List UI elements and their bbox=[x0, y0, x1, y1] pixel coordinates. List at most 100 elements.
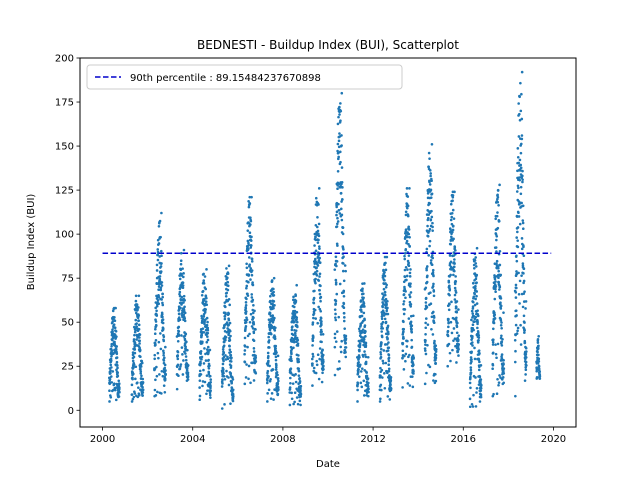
data-point bbox=[427, 254, 431, 257]
data-point bbox=[430, 263, 434, 267]
data-point bbox=[176, 350, 180, 354]
data-point bbox=[517, 271, 520, 275]
data-point bbox=[447, 342, 451, 346]
data-point bbox=[154, 327, 157, 331]
data-point bbox=[337, 202, 340, 206]
data-point bbox=[402, 293, 406, 296]
data-point bbox=[476, 309, 479, 312]
data-point bbox=[134, 365, 138, 369]
data-point bbox=[388, 398, 392, 401]
data-point bbox=[221, 382, 224, 385]
data-point bbox=[185, 366, 189, 370]
data-point bbox=[450, 222, 454, 226]
data-point bbox=[297, 358, 300, 361]
data-point bbox=[457, 343, 460, 346]
data-point bbox=[428, 169, 432, 172]
data-point bbox=[317, 222, 321, 226]
data-point bbox=[320, 320, 323, 323]
data-point bbox=[181, 286, 185, 289]
data-point bbox=[333, 345, 337, 349]
data-point bbox=[295, 396, 299, 399]
data-point bbox=[495, 259, 499, 263]
data-point bbox=[295, 336, 299, 340]
data-point bbox=[379, 383, 383, 387]
data-point bbox=[431, 225, 434, 229]
data-point bbox=[363, 318, 366, 322]
data-point bbox=[407, 228, 411, 231]
data-point bbox=[201, 321, 204, 324]
data-point bbox=[223, 377, 227, 381]
data-point bbox=[184, 345, 187, 349]
y-tick-label: 175 bbox=[55, 98, 74, 109]
data-point bbox=[201, 327, 205, 330]
data-point bbox=[226, 299, 230, 303]
data-point bbox=[473, 259, 477, 262]
data-point bbox=[157, 285, 161, 288]
data-point bbox=[135, 322, 138, 325]
data-point bbox=[155, 374, 159, 378]
data-point bbox=[495, 392, 499, 396]
data-point bbox=[118, 390, 121, 394]
data-point bbox=[182, 313, 186, 317]
data-point bbox=[424, 339, 427, 342]
data-point bbox=[288, 386, 292, 389]
data-point bbox=[291, 382, 295, 385]
data-point bbox=[520, 70, 524, 74]
data-point bbox=[334, 318, 338, 322]
data-point bbox=[247, 280, 250, 284]
data-point bbox=[247, 199, 250, 203]
data-point bbox=[182, 359, 185, 362]
data-point bbox=[134, 294, 138, 298]
data-point bbox=[537, 353, 540, 357]
data-point bbox=[431, 229, 434, 232]
data-point bbox=[492, 392, 495, 396]
data-point bbox=[521, 169, 524, 173]
data-point bbox=[515, 236, 518, 239]
data-point bbox=[315, 274, 319, 277]
data-point bbox=[452, 273, 455, 277]
data-point bbox=[135, 338, 138, 341]
data-point bbox=[247, 377, 250, 381]
data-point bbox=[474, 277, 478, 281]
data-point bbox=[517, 186, 520, 190]
data-point bbox=[267, 335, 270, 339]
data-point bbox=[342, 279, 346, 283]
data-point bbox=[248, 195, 252, 199]
data-point bbox=[312, 296, 316, 300]
data-point bbox=[408, 285, 412, 288]
data-point bbox=[521, 204, 525, 208]
data-point bbox=[335, 292, 339, 296]
data-point bbox=[343, 327, 346, 330]
data-point bbox=[275, 370, 279, 374]
y-tick-label: 200 bbox=[55, 54, 74, 65]
data-point bbox=[362, 338, 366, 341]
data-point bbox=[385, 255, 389, 259]
data-point bbox=[519, 151, 523, 155]
data-point bbox=[298, 399, 302, 403]
data-point bbox=[272, 398, 275, 401]
data-point bbox=[476, 320, 479, 324]
data-point bbox=[340, 166, 344, 169]
data-point bbox=[244, 320, 248, 324]
data-point bbox=[159, 249, 163, 253]
data-point bbox=[382, 287, 386, 291]
data-point bbox=[139, 367, 142, 371]
data-point bbox=[314, 196, 318, 200]
data-point bbox=[434, 353, 438, 357]
data-point bbox=[478, 352, 481, 355]
data-point bbox=[429, 174, 432, 178]
data-point bbox=[491, 340, 495, 344]
data-point bbox=[522, 272, 525, 275]
data-point bbox=[424, 343, 427, 346]
data-point bbox=[200, 355, 204, 359]
data-point bbox=[290, 359, 293, 363]
data-point bbox=[405, 345, 409, 348]
data-point bbox=[491, 367, 494, 371]
data-point bbox=[430, 327, 433, 331]
data-point bbox=[495, 234, 499, 238]
data-point bbox=[380, 317, 384, 321]
data-point bbox=[424, 321, 427, 325]
data-point bbox=[386, 336, 389, 340]
data-point bbox=[162, 335, 166, 339]
data-point bbox=[412, 356, 415, 359]
